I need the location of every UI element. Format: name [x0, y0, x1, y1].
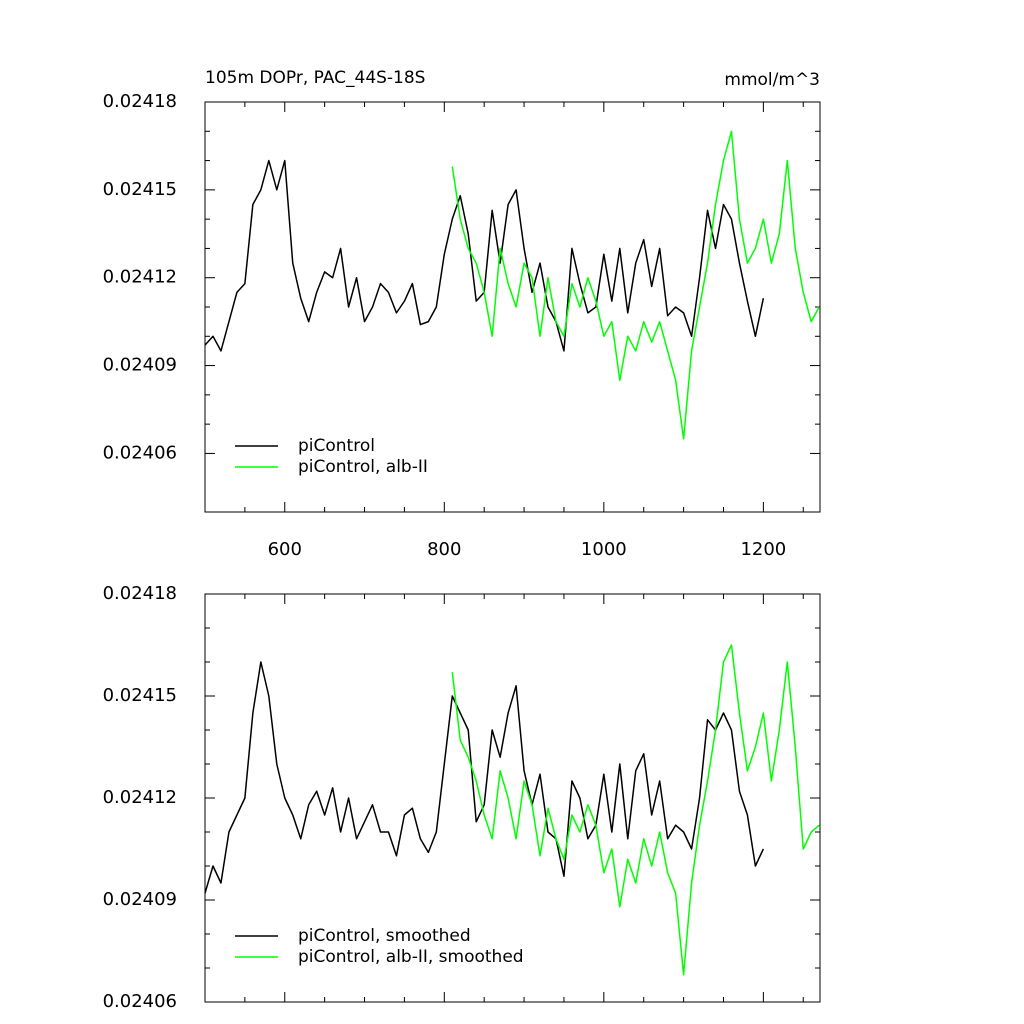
units-label: mmol/m^3 — [724, 70, 820, 90]
x-tick-label: 1000 — [581, 539, 627, 560]
y-tick-label: 0.02409 — [103, 355, 177, 376]
legend-label: piControl, smoothed — [298, 926, 471, 946]
chart-title: 105m DOPr, PAC_44S-18S — [205, 68, 425, 88]
series-line — [451, 130, 820, 440]
x-tick-label: 600 — [268, 539, 302, 560]
legend-label: piControl — [298, 436, 375, 456]
y-tick-label: 0.02415 — [103, 179, 177, 200]
y-tick-label: 0.02409 — [103, 889, 177, 910]
x-tick-label: 1200 — [740, 539, 786, 560]
y-tick-label: 0.02406 — [103, 991, 177, 1012]
y-tick-label: 0.02418 — [103, 91, 177, 112]
series-line — [451, 644, 820, 976]
y-tick-label: 0.02415 — [103, 685, 177, 706]
x-tick-label: 800 — [427, 539, 461, 560]
legend-label: piControl, alb-II, smoothed — [298, 947, 524, 967]
legend-label: piControl, alb-II — [298, 457, 428, 477]
y-tick-label: 0.02412 — [103, 787, 177, 808]
y-tick-label: 0.02418 — [103, 583, 177, 604]
y-tick-label: 0.02412 — [103, 267, 177, 288]
series-line — [204, 159, 765, 352]
series-line — [204, 661, 765, 894]
y-tick-label: 0.02406 — [103, 442, 177, 463]
